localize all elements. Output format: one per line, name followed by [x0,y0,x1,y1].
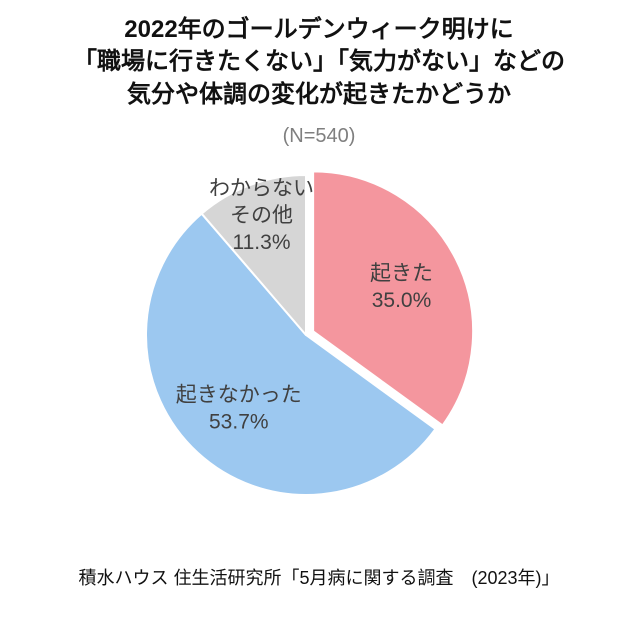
slice-label: 起きなかった 53.7% [176,384,302,434]
source-attribution: 積水ハウス 住生活研究所「5月病に関する調査 (2023年)」 [78,568,560,589]
slice-label: 起きた 35.0% [370,262,433,312]
pie-chart: 起きた 35.0% 起きなかった 53.7% わからないその他 11.3% [145,170,475,497]
sample-size-label: (N=540) [282,125,356,148]
pie-chart-area: 起きた 35.0% 起きなかった 53.7% わからないその他 11.3% [0,150,638,562]
pie-slice [145,212,437,497]
pie-slice [312,170,475,427]
slice-label: わからないその他 11.3% [209,177,314,254]
pie-slice [200,174,307,337]
chart-title: 2022年のゴールデンウィーク明けに 「職場に行きたくない」「気力がない」などの… [73,16,565,108]
